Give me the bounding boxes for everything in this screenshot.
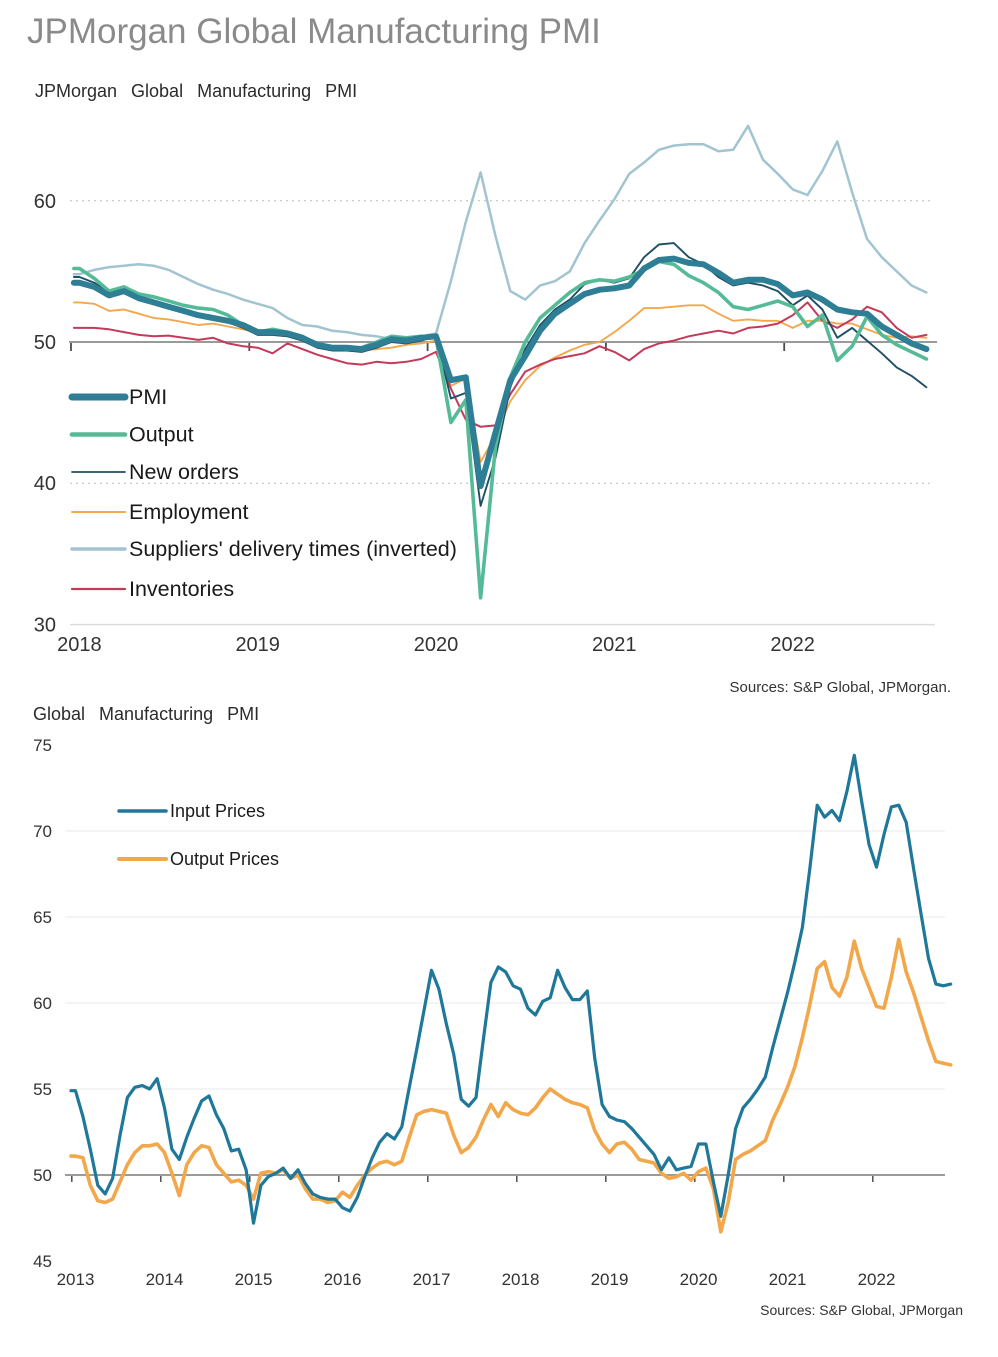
- svg-text:New orders: New orders: [129, 460, 239, 484]
- svg-text:2021: 2021: [592, 634, 637, 656]
- svg-text:30: 30: [34, 615, 56, 637]
- svg-text:2021: 2021: [769, 1270, 807, 1289]
- svg-text:60: 60: [34, 191, 56, 213]
- svg-text:Sources: S&P Global, JPMorgan: Sources: S&P Global, JPMorgan: [760, 1302, 963, 1318]
- svg-text:2016: 2016: [324, 1270, 362, 1289]
- svg-text:40: 40: [34, 473, 56, 495]
- svg-text:2015: 2015: [235, 1270, 273, 1289]
- svg-text:Employment: Employment: [129, 500, 249, 524]
- svg-text:PMI: PMI: [129, 385, 167, 409]
- svg-text:Inventories: Inventories: [129, 577, 234, 601]
- svg-text:65: 65: [33, 908, 52, 927]
- svg-text:2019: 2019: [235, 634, 280, 656]
- svg-text:2017: 2017: [413, 1270, 451, 1289]
- svg-text:Sources: S&P Global, JPMorgan.: Sources: S&P Global, JPMorgan.: [730, 679, 952, 696]
- svg-text:45: 45: [33, 1252, 52, 1271]
- svg-text:2018: 2018: [502, 1270, 540, 1289]
- svg-text:60: 60: [33, 994, 52, 1013]
- svg-text:55: 55: [33, 1080, 52, 1099]
- svg-text:Output: Output: [129, 423, 194, 447]
- svg-text:2022: 2022: [770, 634, 815, 656]
- svg-text:75: 75: [33, 736, 52, 755]
- svg-text:Global Manufacturing PMI: Global Manufacturing PMI: [33, 704, 259, 724]
- svg-text:Output Prices: Output Prices: [170, 849, 279, 869]
- svg-text:Suppliers' delivery times (inv: Suppliers' delivery times (inverted): [129, 537, 457, 561]
- svg-text:50: 50: [34, 332, 56, 354]
- svg-text:2014: 2014: [146, 1270, 184, 1289]
- svg-text:JPMorgan Global Manufacturing: JPMorgan Global Manufacturing PMI: [27, 12, 601, 51]
- svg-text:50: 50: [33, 1166, 52, 1185]
- svg-text:70: 70: [33, 822, 52, 841]
- svg-text:2020: 2020: [680, 1270, 718, 1289]
- svg-text:2022: 2022: [858, 1270, 896, 1289]
- svg-text:2018: 2018: [57, 634, 102, 656]
- svg-text:Input Prices: Input Prices: [170, 801, 265, 821]
- svg-text:JPMorgan Global Manufacturing: JPMorgan Global Manufacturing PMI: [35, 81, 357, 101]
- svg-text:2019: 2019: [591, 1270, 629, 1289]
- svg-text:2013: 2013: [57, 1270, 95, 1289]
- svg-text:2020: 2020: [414, 634, 459, 656]
